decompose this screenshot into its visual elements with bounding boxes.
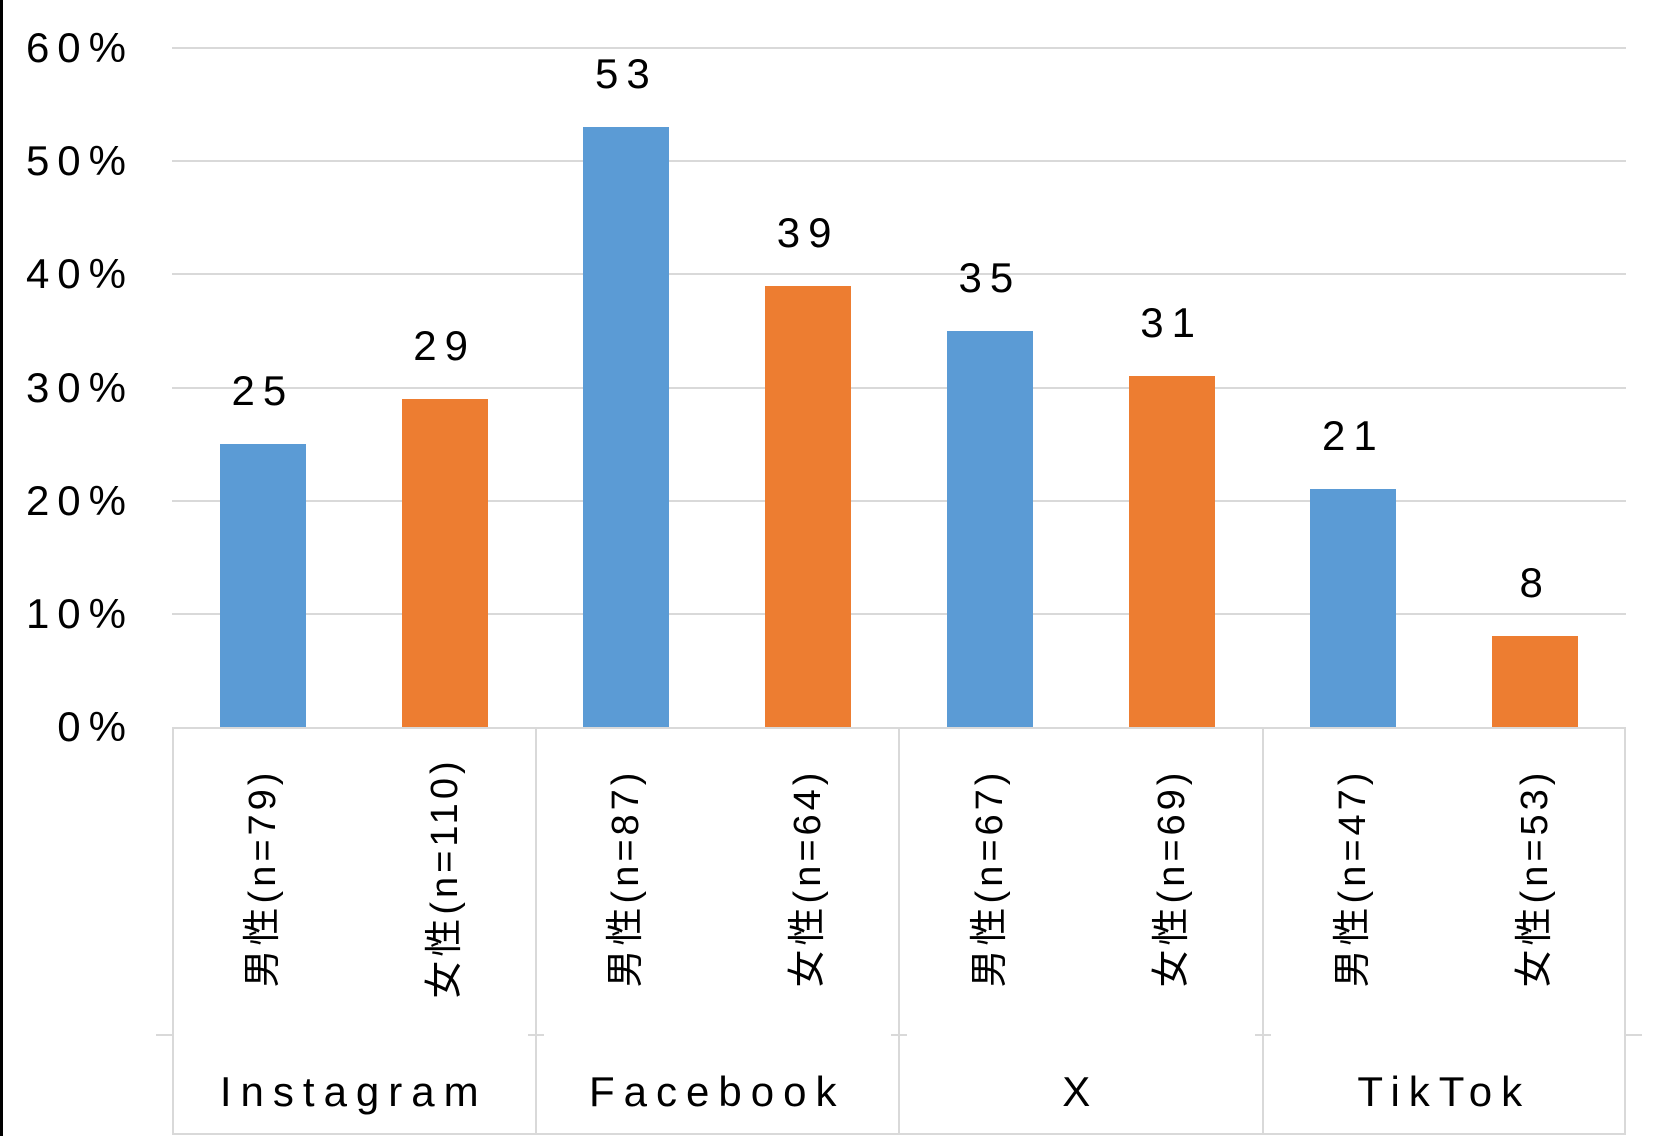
axis-tick-stub — [1626, 1034, 1642, 1036]
bar-女性-X — [1128, 376, 1215, 727]
data-label: 29 — [413, 321, 476, 369]
data-label: 31 — [1140, 299, 1203, 347]
gridline — [172, 160, 1626, 163]
bar-女性-Facebook — [765, 285, 852, 727]
bar-男性-X — [946, 330, 1033, 727]
data-label: 21 — [1322, 412, 1385, 460]
category-label: X — [1062, 1068, 1100, 1115]
axis-tick-stub — [527, 1034, 544, 1036]
y-tick-label: 60% — [25, 24, 134, 71]
y-tick-label: 0% — [57, 703, 134, 750]
bar-男性-Instagram — [219, 444, 306, 727]
data-label: 35 — [958, 253, 1022, 301]
data-label: 25 — [231, 367, 295, 415]
y-tick-label: 40% — [25, 250, 134, 298]
y-tick-label: 20% — [25, 476, 134, 524]
gridline — [172, 273, 1626, 276]
y-tick-label: 50% — [25, 137, 134, 185]
category-label: Facebook — [589, 1068, 846, 1115]
category-divider — [898, 727, 900, 1133]
bar-男性-Facebook — [583, 127, 670, 727]
category-divider — [1261, 727, 1264, 1133]
gridline — [172, 47, 1626, 49]
bar-女性-TikTok — [1492, 636, 1579, 727]
axis-tick-stub — [156, 1034, 172, 1036]
category-label: Instagram — [219, 1068, 488, 1115]
gridline — [172, 499, 1626, 502]
left-edge-line — [0, 0, 3, 1136]
data-label: 53 — [595, 50, 658, 98]
axis-tick-stub — [891, 1034, 907, 1036]
category-divider — [534, 727, 537, 1133]
axis-tick-stub — [1254, 1034, 1271, 1036]
bar-女性-Instagram — [401, 398, 488, 727]
data-label: 39 — [776, 208, 840, 256]
category-label: TikTok — [1357, 1068, 1532, 1115]
y-tick-label: 10% — [25, 589, 134, 637]
gridline — [172, 386, 1626, 389]
gridline — [172, 612, 1626, 615]
y-tick-label: 30% — [25, 363, 134, 411]
bar-男性-TikTok — [1310, 489, 1397, 727]
data-label: 8 — [1519, 559, 1551, 607]
